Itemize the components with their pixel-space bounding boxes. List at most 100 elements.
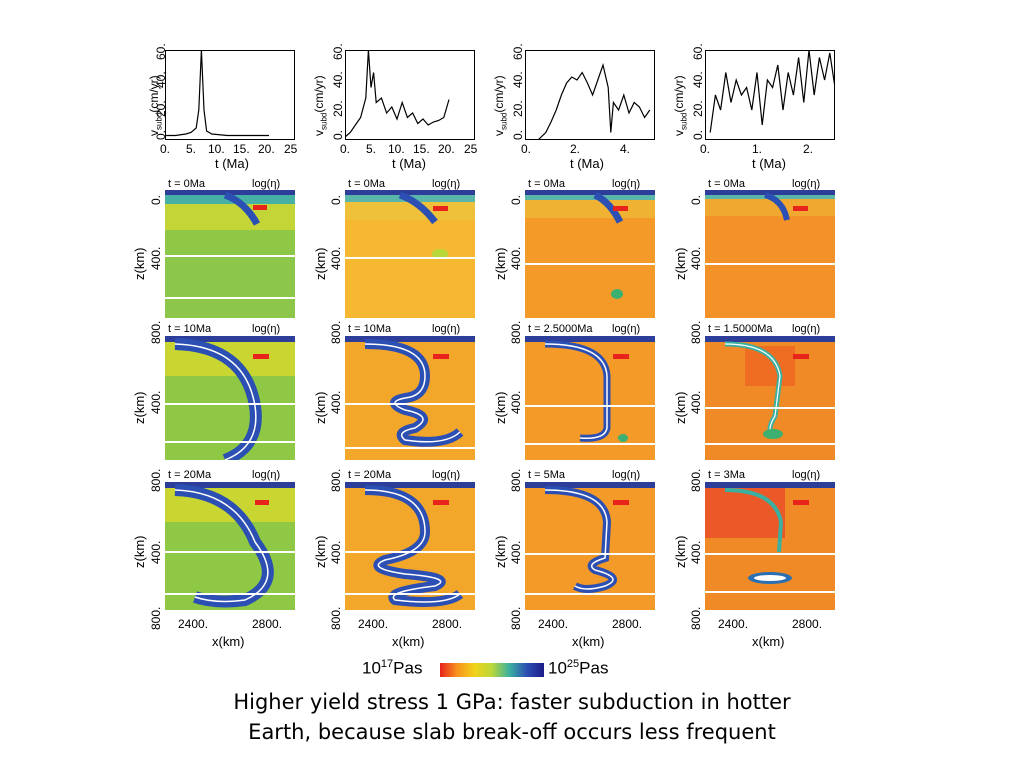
panel-time: t = 0Ma bbox=[348, 178, 385, 190]
panel-log-label: log(η) bbox=[432, 178, 461, 190]
ytick-60: 60. bbox=[691, 43, 705, 60]
panel-log-label: log(η) bbox=[792, 323, 821, 335]
panel-log-label: log(η) bbox=[792, 469, 821, 481]
panel-log-label: log(η) bbox=[252, 469, 281, 481]
z-axis-label: z(km) bbox=[673, 391, 688, 425]
panel-time: t = 20Ma bbox=[168, 469, 212, 481]
z-axis-label: z(km) bbox=[132, 247, 147, 281]
viscosity-panel bbox=[345, 336, 475, 460]
z-tick: 400. bbox=[509, 390, 523, 414]
timeseries-frame bbox=[705, 50, 835, 140]
x-tick: 2400. bbox=[538, 617, 569, 631]
panel-time: t = 2.5000Ma bbox=[528, 323, 593, 335]
timeseries-plot-4 bbox=[705, 50, 835, 140]
panel-log-label: log(η) bbox=[792, 178, 821, 190]
z-axis-label: z(km) bbox=[673, 535, 688, 569]
colorbar-max-label: 1025Pas bbox=[548, 658, 609, 678]
xtick: 20. bbox=[438, 142, 455, 156]
ytick-40: 40. bbox=[511, 71, 525, 88]
z-tick: 400. bbox=[689, 246, 703, 270]
viscosity-panel bbox=[165, 482, 295, 610]
panel-log-label: log(η) bbox=[432, 323, 461, 335]
ytick-40: 40. bbox=[691, 71, 705, 88]
viscosity-panel bbox=[345, 190, 475, 318]
caption-line-1: Higher yield stress 1 GPa: faster subduc… bbox=[233, 690, 791, 714]
colorbar-gradient bbox=[440, 663, 544, 677]
timeseries-ylabel: vsubd(cm/yr) bbox=[492, 75, 509, 136]
x-tick: 2800. bbox=[612, 617, 643, 631]
xtick: 20. bbox=[258, 142, 275, 156]
x-tick: 2800. bbox=[792, 617, 823, 631]
panel-time: t = 3Ma bbox=[708, 469, 745, 481]
ytick-20: 20. bbox=[691, 100, 705, 117]
viscosity-panel bbox=[705, 190, 835, 318]
z-tick: 400. bbox=[149, 246, 163, 270]
xtick: 1. bbox=[752, 142, 763, 156]
z-axis-label: z(km) bbox=[493, 535, 508, 569]
z-tick: 0. bbox=[689, 194, 703, 205]
xtick: 10. bbox=[388, 142, 405, 156]
z-tick: 800. bbox=[689, 606, 703, 630]
panel-log-label: log(η) bbox=[612, 469, 641, 481]
x-axis-label: x(km) bbox=[392, 634, 425, 649]
timeseries-xlabel: t (Ma) bbox=[752, 156, 786, 171]
panel-log-label: log(η) bbox=[612, 178, 641, 190]
viscosity-panel bbox=[525, 190, 655, 318]
x-tick: 2800. bbox=[432, 617, 463, 631]
panel-time: t = 0Ma bbox=[528, 178, 565, 190]
panel-log-label: log(η) bbox=[432, 469, 461, 481]
x-tick: 2400. bbox=[718, 617, 749, 631]
timeseries-xlabel: t (Ma) bbox=[570, 156, 604, 171]
x-axis-label: x(km) bbox=[752, 634, 785, 649]
z-tick: 400. bbox=[689, 390, 703, 414]
z-tick: 0. bbox=[149, 194, 163, 205]
z-tick: 800. bbox=[149, 320, 163, 344]
z-tick: 800. bbox=[329, 606, 343, 630]
z-axis-label: z(km) bbox=[673, 247, 688, 281]
timeseries-plot-1 bbox=[165, 50, 295, 140]
z-axis-label: z(km) bbox=[132, 535, 147, 569]
xtick: 15. bbox=[413, 142, 430, 156]
ytick-40: 40. bbox=[154, 71, 168, 88]
xtick: 10. bbox=[208, 142, 225, 156]
panel-time: t = 0Ma bbox=[708, 178, 745, 190]
timeseries-line bbox=[537, 62, 651, 140]
panel-log-label: log(η) bbox=[252, 178, 281, 190]
viscosity-panel bbox=[345, 482, 475, 610]
x-tick: 2400. bbox=[178, 617, 209, 631]
timeseries-line bbox=[165, 50, 269, 137]
xtick: 25 bbox=[284, 142, 298, 156]
z-axis-label: z(km) bbox=[313, 247, 328, 281]
z-tick: 800. bbox=[509, 320, 523, 344]
panel-log-label: log(η) bbox=[252, 323, 281, 335]
ytick-0: 0. bbox=[154, 129, 168, 140]
xtick: 25 bbox=[464, 142, 478, 156]
x-tick: 2800. bbox=[252, 617, 283, 631]
z-tick: 400. bbox=[149, 540, 163, 564]
panel-time: t = 0Ma bbox=[168, 178, 205, 190]
z-tick: 400. bbox=[329, 246, 343, 270]
timeseries-frame bbox=[165, 50, 295, 140]
xtick: 5. bbox=[186, 142, 197, 156]
xtick: 0. bbox=[521, 142, 532, 156]
timeseries-plot-2 bbox=[345, 50, 475, 140]
x-axis-label: x(km) bbox=[572, 634, 605, 649]
timeseries-line bbox=[709, 50, 835, 133]
xtick: 5. bbox=[366, 142, 377, 156]
ytick-60: 60. bbox=[511, 43, 525, 60]
viscosity-panel bbox=[165, 336, 295, 460]
viscosity-panel bbox=[525, 336, 655, 460]
timeseries-frame bbox=[345, 50, 475, 140]
z-tick: 400. bbox=[329, 390, 343, 414]
z-tick: 400. bbox=[329, 540, 343, 564]
xtick: 2. bbox=[570, 142, 581, 156]
ytick-60: 60. bbox=[331, 43, 345, 60]
ytick-20: 20. bbox=[154, 100, 168, 117]
z-tick: 400. bbox=[509, 246, 523, 270]
ytick-20: 20. bbox=[511, 100, 525, 117]
z-tick: 800. bbox=[689, 320, 703, 344]
ytick-20: 20. bbox=[331, 100, 345, 117]
z-tick: 800. bbox=[149, 468, 163, 492]
xtick: 2. bbox=[803, 142, 814, 156]
colorbar-min-label: 1017Pas bbox=[362, 658, 423, 678]
